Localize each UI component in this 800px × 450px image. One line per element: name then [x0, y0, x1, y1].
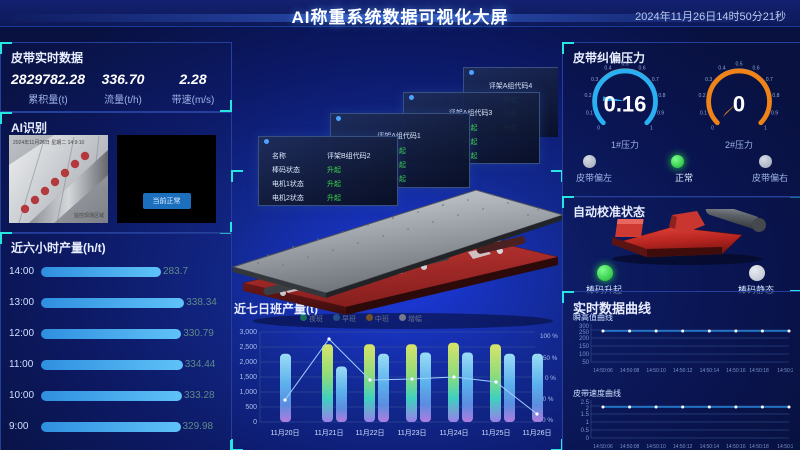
svg-text:3,000: 3,000 — [239, 329, 257, 336]
svg-text:14:50:08: 14:50:08 — [620, 368, 640, 374]
svg-text:1.5: 1.5 — [581, 412, 590, 418]
svg-text:14:50:10: 14:50:10 — [646, 368, 666, 374]
svg-text:1,000: 1,000 — [239, 389, 257, 396]
svg-text:0.9: 0.9 — [771, 111, 778, 117]
svg-text:1: 1 — [764, 126, 767, 132]
svg-text:0.8: 0.8 — [772, 93, 779, 99]
svg-text:0.2: 0.2 — [698, 93, 705, 99]
svg-text:0.16: 0.16 — [604, 91, 647, 116]
svg-text:50 %: 50 % — [543, 355, 558, 362]
svg-text:1,500: 1,500 — [239, 374, 257, 381]
svg-text:14:50:18: 14:50:18 — [749, 368, 769, 374]
svg-text:1: 1 — [650, 126, 653, 132]
svg-text:14:50:14: 14:50:14 — [700, 444, 720, 450]
svg-text:0.4: 0.4 — [718, 66, 725, 72]
svg-text:14:50:20: 14:50:20 — [777, 444, 793, 450]
svg-text:14:50:08: 14:50:08 — [620, 444, 640, 450]
svg-text:14:50:16: 14:50:16 — [726, 444, 746, 450]
svg-text:0.3: 0.3 — [705, 77, 712, 83]
svg-text:11月26日: 11月26日 — [522, 429, 551, 437]
svg-text:2,000: 2,000 — [239, 359, 257, 366]
svg-text:0.2: 0.2 — [584, 93, 591, 99]
svg-text:11月24日: 11月24日 — [439, 429, 468, 437]
svg-text:11月25日: 11月25日 — [481, 429, 510, 437]
svg-text:0.8: 0.8 — [658, 93, 665, 99]
svg-text:14:50:16: 14:50:16 — [726, 368, 746, 374]
svg-text:2: 2 — [586, 406, 590, 412]
svg-text:0.1: 0.1 — [586, 111, 593, 117]
svg-text:2,500: 2,500 — [239, 344, 257, 351]
svg-text:11月21日: 11月21日 — [314, 429, 343, 437]
svg-text:1: 1 — [586, 420, 590, 426]
svg-text:0.5: 0.5 — [581, 428, 590, 434]
svg-text:0 %: 0 % — [545, 375, 556, 382]
svg-text:100: 100 — [579, 352, 590, 358]
svg-text:0.3: 0.3 — [591, 77, 598, 83]
svg-text:14:50:10: 14:50:10 — [646, 444, 666, 450]
svg-text:11月23日: 11月23日 — [397, 429, 426, 437]
svg-text:150: 150 — [579, 344, 590, 350]
svg-text:2.5: 2.5 — [581, 400, 590, 406]
svg-text:0: 0 — [586, 436, 590, 442]
svg-text:0.4: 0.4 — [604, 66, 611, 72]
svg-text:0: 0 — [597, 126, 600, 132]
svg-text:500: 500 — [245, 404, 257, 411]
svg-text:50: 50 — [582, 360, 589, 366]
svg-text:0.9: 0.9 — [657, 111, 664, 117]
svg-text:14:50:20: 14:50:20 — [777, 368, 793, 374]
svg-text:300: 300 — [579, 324, 590, 330]
svg-text:11月22日: 11月22日 — [355, 429, 384, 437]
svg-text:14:50:06: 14:50:06 — [593, 368, 613, 374]
svg-text:0.1: 0.1 — [700, 111, 707, 117]
svg-text:14:50:12: 14:50:12 — [673, 444, 693, 450]
svg-text:0.5: 0.5 — [735, 62, 742, 68]
svg-text:0.6: 0.6 — [752, 66, 759, 72]
svg-text:14:50:06: 14:50:06 — [593, 444, 613, 450]
svg-text:0.7: 0.7 — [766, 77, 773, 83]
svg-text:100 %: 100 % — [540, 333, 558, 340]
svg-text:0: 0 — [733, 91, 745, 116]
svg-text:200: 200 — [579, 336, 590, 342]
svg-text:0: 0 — [711, 126, 714, 132]
svg-text:14:50:18: 14:50:18 — [749, 444, 769, 450]
svg-text:11月20日: 11月20日 — [270, 429, 299, 437]
svg-text:14:50:12: 14:50:12 — [673, 368, 693, 374]
svg-text:0: 0 — [253, 419, 257, 426]
svg-text:0.5: 0.5 — [621, 62, 628, 68]
svg-text:0.6: 0.6 — [638, 66, 645, 72]
svg-text:250: 250 — [579, 330, 590, 336]
svg-text:14:50:14: 14:50:14 — [700, 368, 720, 374]
svg-text:0.7: 0.7 — [652, 77, 659, 83]
